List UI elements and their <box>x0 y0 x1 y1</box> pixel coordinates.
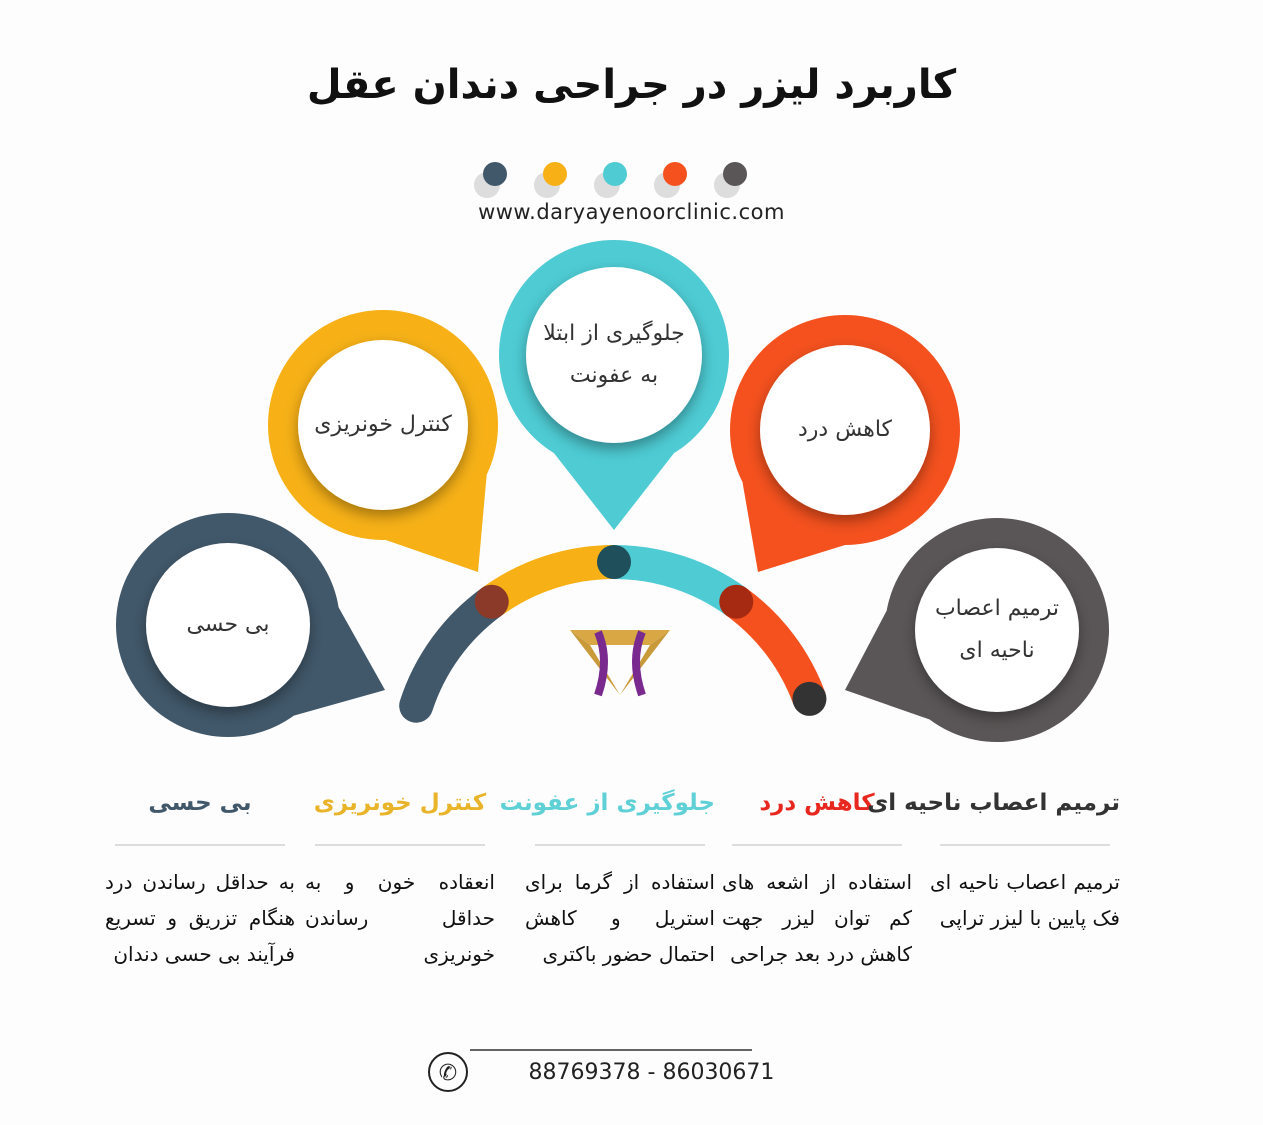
description-column: کنترل خونریزی انعقاده خون و به حداقل رسان… <box>305 790 495 972</box>
svg-text:✆: ✆ <box>439 1061 457 1086</box>
bubble <box>268 310 498 572</box>
arc-dot <box>792 681 827 716</box>
divider <box>732 844 902 846</box>
bubble-label: جلوگیری از ابتلا به عفونت <box>543 321 685 388</box>
description-column: ترمیم اعصاب ناحیه ای ترمیم اعصاب ناحیه ای… <box>867 790 1120 936</box>
arc-segment <box>725 587 826 705</box>
bubble-label: ترمیم اعصاب ناحیه ای <box>934 596 1060 663</box>
bubble-label: کنترل خونریزی <box>314 412 452 437</box>
bubble <box>730 315 960 572</box>
phone-icon: ✆ <box>428 1052 468 1092</box>
description-column: کاهش درد استفاده از اشعه های کم توان لیزر… <box>722 790 912 972</box>
column-heading: جلوگیری از عفونت <box>499 790 715 816</box>
bubble <box>499 240 729 530</box>
arc-segment <box>613 545 747 616</box>
color-dot <box>603 162 627 186</box>
divider <box>940 844 1110 846</box>
column-heading: کنترل خونریزی <box>313 790 487 816</box>
description-column: بی حسی به حداقل رساندن درد هنگام تزریق و … <box>105 790 295 972</box>
page-title: کاربرد لیزر در جراحی دندان عقل <box>306 62 957 108</box>
arc-dot <box>719 584 754 619</box>
column-heading: بی حسی <box>148 790 252 816</box>
column-text: استفاده از گرما برای استریل و کاهش احتما… <box>525 870 715 966</box>
phone-text: 88769378 - 86030671 <box>528 1060 775 1085</box>
column-text: انعقاده خون و به حداقل رساندن خونریزی <box>305 870 495 966</box>
column-heading: کاهش درد <box>759 790 875 816</box>
color-dot <box>543 162 567 186</box>
description-column: جلوگیری از عفونت استفاده از گرما برای است… <box>499 790 715 972</box>
bubble <box>116 513 385 737</box>
diamond-logo <box>570 630 670 697</box>
arc-dot <box>597 545 631 579</box>
column-text: استفاده از اشعه های کم توان لیزر جهت کاه… <box>722 870 912 966</box>
divider <box>315 844 485 846</box>
color-dot <box>663 162 687 186</box>
color-dot <box>723 162 747 186</box>
column-text: به حداقل رساندن درد هنگام تزریق و تسریع … <box>105 870 295 966</box>
column-text: ترمیم اعصاب ناحیه ای فک پایین با لیزر تر… <box>930 870 1120 930</box>
bubble-label: بی حسی <box>186 612 270 637</box>
bubble-label: کاهش درد <box>797 417 893 442</box>
divider <box>535 844 705 846</box>
phone-numbers[interactable]: 88769378 - 86030671 <box>0 1060 1263 1085</box>
arc-dot <box>474 584 509 619</box>
bubble <box>845 518 1109 742</box>
color-dot <box>483 162 507 186</box>
arc-segment <box>481 545 615 616</box>
divider <box>115 844 285 846</box>
column-heading: ترمیم اعصاب ناحیه ای <box>867 790 1120 816</box>
website-url[interactable]: www.daryayenoorclinic.com <box>478 200 785 224</box>
arc-segment <box>399 584 509 723</box>
